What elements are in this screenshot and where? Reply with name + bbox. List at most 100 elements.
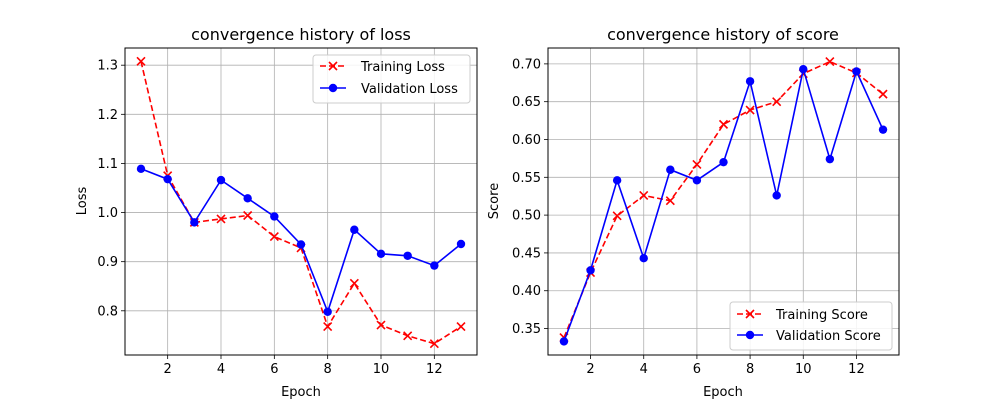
x-tick-label: 6	[270, 362, 278, 377]
legend-marker-training-score	[745, 309, 755, 319]
validation-loss-point	[403, 251, 412, 260]
y-tick-label: 0.35	[512, 322, 541, 337]
training-score-point	[745, 105, 755, 115]
axes-frame	[124, 47, 478, 356]
training-loss-point	[136, 56, 146, 66]
validation-score-point	[852, 67, 861, 76]
validation-score-line	[563, 68, 884, 342]
validation-loss-point	[296, 240, 306, 249]
validation-loss-point	[243, 194, 252, 203]
x-tick-label: 8	[746, 362, 754, 377]
chart-title: convergence history of score	[607, 25, 839, 44]
x-tick-label: 2	[164, 362, 172, 377]
y-tick-label: 0.60	[512, 133, 541, 148]
ticks: 2 4 6 8 10 12 0.8 0.9 1.0 1.1 1.2 1.3	[97, 59, 442, 377]
score-chart: convergence history of score 2 4 6 8 10 12 0.3…	[487, 25, 900, 400]
validation-loss-point	[163, 174, 172, 184]
validation-loss-point	[190, 218, 199, 227]
validation-score-point	[799, 64, 808, 74]
validation-score-point	[612, 176, 622, 185]
series-layer	[559, 57, 888, 346]
legend-label-validation-score: Validation Score	[776, 329, 881, 344]
legend: Training Loss Validation Loss	[312, 54, 471, 104]
y-tick-label: 0.9	[97, 255, 118, 270]
training-score-point	[772, 97, 782, 107]
training-loss-point	[376, 320, 386, 330]
training-loss-point	[323, 321, 333, 332]
validation-score-point	[586, 266, 595, 275]
training-loss-point	[403, 331, 413, 341]
validation-score-point	[772, 191, 781, 200]
ticks: 2 4 6 8 10 12 0.35 0.40 0.45 0.50 0.55 0.60 0.65 0.70	[512, 57, 865, 377]
training-loss-point	[429, 339, 439, 349]
y-tick-label: 0.45	[512, 246, 541, 261]
x-tick-label: 10	[373, 362, 390, 377]
x-axis-label: Epoch	[281, 385, 321, 400]
y-tick-label: 0.70	[512, 57, 541, 72]
y-tick-label: 1.3	[97, 59, 118, 74]
validation-loss-point	[376, 249, 386, 259]
y-tick-label: 1.1	[97, 157, 118, 172]
validation-score-point	[878, 125, 888, 134]
x-tick-label: 10	[795, 362, 812, 377]
training-score-point	[612, 211, 622, 221]
axes-frame	[547, 47, 900, 356]
validation-loss-point	[323, 307, 332, 316]
series-layer	[136, 56, 466, 349]
validation-score-point	[745, 77, 755, 86]
x-tick-label: 12	[426, 362, 443, 377]
validation-score-point	[559, 337, 569, 346]
validation-loss-point	[350, 225, 359, 234]
training-loss-point	[243, 210, 253, 221]
x-tick-label: 2	[586, 362, 594, 377]
training-score-point	[665, 196, 675, 206]
legend-box	[312, 54, 471, 104]
validation-loss-point	[270, 212, 279, 221]
legend-label-training-loss: Training Loss	[360, 60, 445, 75]
validation-loss-point	[136, 164, 146, 174]
y-tick-label: 0.65	[512, 95, 541, 110]
validation-loss-point	[216, 175, 226, 185]
x-tick-label: 4	[640, 362, 648, 377]
validation-score-point	[825, 154, 835, 164]
validation-loss-point	[430, 261, 439, 270]
legend-label-validation-loss: Validation Loss	[361, 82, 458, 97]
loss-chart: convergence history of loss 2 4 6 8 10 12 0.8 0…	[75, 25, 478, 400]
training-loss-line	[140, 61, 462, 345]
y-tick-label: 1.2	[97, 108, 118, 123]
y-tick-label: 0.40	[512, 284, 541, 299]
x-tick-label: 4	[217, 362, 225, 377]
legend-marker-training-loss	[328, 61, 338, 71]
legend-label-training-score: Training Score	[775, 308, 868, 323]
x-tick-label: 12	[848, 362, 865, 377]
training-loss-point	[269, 232, 279, 242]
y-axis-label: Loss	[75, 187, 90, 216]
legend-marker-validation-loss	[328, 83, 338, 93]
validation-score-point	[639, 254, 648, 263]
y-tick-label: 0.50	[512, 209, 541, 224]
x-tick-label: 8	[324, 362, 332, 377]
x-tick-label: 6	[693, 362, 701, 377]
training-score-point	[639, 190, 649, 201]
legend: Training Score Validation Score	[729, 301, 893, 351]
validation-score-point	[719, 157, 728, 167]
y-tick-label: 0.55	[512, 171, 541, 186]
training-score-point	[825, 57, 835, 67]
legend-marker-validation-score	[745, 330, 755, 340]
legend-box	[729, 301, 893, 351]
training-score-point	[718, 119, 729, 129]
training-loss-point	[216, 214, 226, 224]
x-axis-label: Epoch	[703, 385, 743, 400]
training-loss-point	[456, 321, 466, 332]
validation-loss-point	[456, 239, 466, 249]
training-loss-point	[349, 278, 359, 288]
validation-score-point	[666, 165, 675, 174]
training-score-point	[692, 159, 702, 170]
training-score-point	[878, 89, 888, 99]
validation-score-point	[692, 176, 702, 185]
y-tick-label: 0.8	[97, 304, 118, 319]
y-tick-label: 1.0	[97, 206, 118, 221]
y-axis-label: Score	[487, 183, 502, 219]
chart-title: convergence history of loss	[191, 25, 411, 44]
